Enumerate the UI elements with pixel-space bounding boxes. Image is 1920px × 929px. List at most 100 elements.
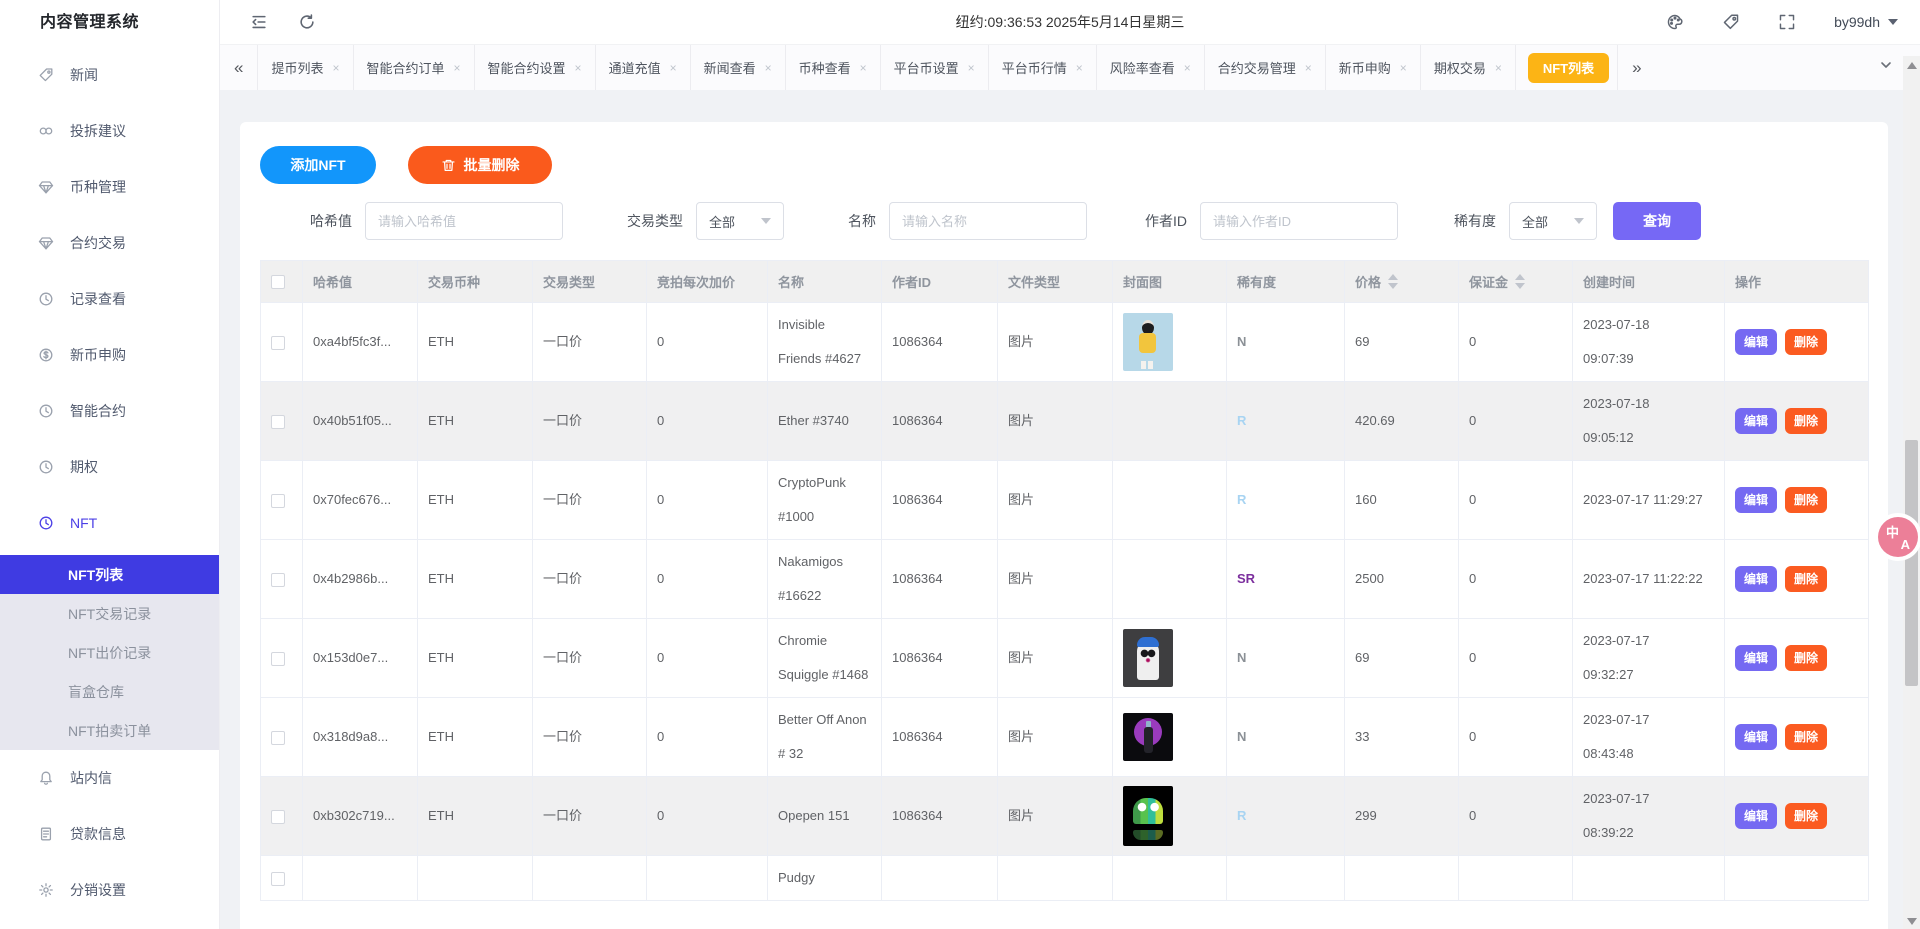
sidebar: 内容管理系统 新闻 投拆建议 币种管理 合约交易 记录查看 新币申购 智能合约 期权 NFT NF… — [0, 0, 220, 929]
sidebar-item-2[interactable]: 币种管理 — [0, 159, 219, 215]
sidebar-item-1[interactable]: 投拆建议 — [0, 103, 219, 159]
tab-item-12[interactable]: NFT列表 — [1527, 52, 1610, 83]
tab-item-6[interactable]: 平台币设置 × — [881, 45, 989, 90]
sidebar-subitem-2[interactable]: NFT出价记录 — [0, 633, 219, 672]
row-checkbox[interactable] — [271, 493, 285, 508]
palette-icon[interactable] — [1666, 13, 1684, 31]
sidebar-item-11[interactable]: 分销设置 — [0, 862, 219, 918]
add-nft-button[interactable]: 添加NFT — [260, 146, 376, 184]
sidebar-subitem-1[interactable]: NFT交易记录 — [0, 594, 219, 633]
cell-file_type: 图片 — [997, 697, 1113, 777]
row-checkbox[interactable] — [271, 809, 285, 824]
row-checkbox[interactable] — [271, 572, 285, 587]
cell-coin: ETH — [417, 776, 533, 856]
row-checkbox[interactable] — [271, 651, 285, 666]
sidebar-subitem-0[interactable]: NFT列表 — [0, 555, 219, 594]
vertical-scrollbar[interactable] — [1903, 56, 1920, 929]
refresh-icon[interactable] — [298, 13, 316, 31]
delete-button[interactable]: 删除 — [1785, 802, 1828, 829]
sidebar-subitem-4[interactable]: NFT拍卖订单 — [0, 711, 219, 750]
row-checkbox[interactable] — [271, 335, 285, 350]
tab-item-9[interactable]: 合约交易管理 × — [1205, 45, 1326, 90]
sort-carets[interactable] — [1388, 274, 1399, 289]
tab-item-2[interactable]: 智能合约设置 × — [475, 45, 596, 90]
filter-input-3[interactable] — [1200, 202, 1398, 240]
scroll-down-icon[interactable] — [1907, 918, 1917, 925]
cell-trade_type: 一口价 — [532, 302, 647, 382]
tab-close-icon[interactable]: × — [1183, 60, 1191, 75]
sidebar-item-7[interactable]: 期权 — [0, 439, 219, 495]
tab-close-icon[interactable]: × — [1075, 60, 1083, 75]
user-menu[interactable]: by99dh — [1834, 14, 1898, 30]
edit-button[interactable]: 编辑 — [1735, 328, 1778, 355]
fullscreen-icon[interactable] — [1778, 13, 1796, 31]
tab-item-0[interactable]: 提币列表 × — [258, 45, 354, 90]
edit-button[interactable]: 编辑 — [1735, 644, 1778, 671]
tag-icon[interactable] — [1722, 13, 1740, 31]
sidebar-item-10[interactable]: 贷款信息 — [0, 806, 219, 862]
tab-close-icon[interactable]: × — [967, 60, 975, 75]
filter-input-2[interactable] — [889, 202, 1087, 240]
sidebar-item-6[interactable]: 智能合约 — [0, 383, 219, 439]
edit-button[interactable]: 编辑 — [1735, 486, 1778, 513]
sidebar-item-4[interactable]: 记录查看 — [0, 271, 219, 327]
sidebar-item-5[interactable]: 新币申购 — [0, 327, 219, 383]
edit-button[interactable]: 编辑 — [1735, 407, 1778, 434]
sort-descending-icon[interactable] — [1515, 283, 1526, 289]
translate-fab[interactable]: 中 A — [1878, 517, 1918, 557]
collapse-sidebar-icon[interactable] — [250, 13, 268, 31]
tab-item-11[interactable]: 期权交易 × — [1421, 45, 1516, 90]
sort-descending-icon[interactable] — [1388, 283, 1399, 289]
search-button[interactable]: 查询 — [1613, 202, 1701, 240]
tab-close-icon[interactable]: × — [1494, 60, 1502, 75]
sort-ascending-icon[interactable] — [1515, 274, 1526, 280]
tab-close-icon[interactable]: × — [574, 60, 582, 75]
tab-close-icon[interactable]: × — [859, 60, 867, 75]
filter-input-0[interactable] — [365, 202, 563, 240]
tab-close-icon[interactable]: × — [764, 60, 772, 75]
tab-close-icon[interactable]: × — [453, 60, 461, 75]
row-checkbox[interactable] — [271, 414, 285, 429]
tab-close-icon[interactable]: × — [669, 60, 677, 75]
tab-item-4[interactable]: 新闻查看 × — [691, 45, 786, 90]
row-checkbox[interactable] — [271, 871, 285, 886]
filter-select-4[interactable]: 全部 — [1509, 202, 1597, 240]
delete-button[interactable]: 删除 — [1785, 407, 1828, 434]
tabs-scroll-left[interactable]: « — [220, 45, 259, 90]
delete-button[interactable]: 删除 — [1785, 486, 1828, 513]
batch-delete-button[interactable]: 批量删除 — [408, 146, 552, 184]
filter-select-1[interactable]: 全部 — [696, 202, 784, 240]
edit-button[interactable]: 编辑 — [1735, 802, 1778, 829]
scroll-up-icon[interactable] — [1907, 62, 1917, 69]
row-checkbox[interactable] — [271, 730, 285, 745]
tab-item-3[interactable]: 通道充值 × — [596, 45, 691, 90]
tab-item-5[interactable]: 币种查看 × — [786, 45, 881, 90]
sidebar-item-3[interactable]: 合约交易 — [0, 215, 219, 271]
tab-item-8[interactable]: 风险率查看 × — [1097, 45, 1205, 90]
name: Nakamigos #16622 — [778, 554, 844, 603]
scrollbar-thumb[interactable] — [1905, 440, 1918, 686]
tab-close-icon[interactable]: × — [1304, 60, 1312, 75]
delete-button[interactable]: 删除 — [1785, 644, 1828, 671]
sidebar-subitem-3[interactable]: 盲盒仓库 — [0, 672, 219, 711]
delete-button[interactable]: 删除 — [1785, 565, 1828, 592]
sidebar-item-9[interactable]: 站内信 — [0, 750, 219, 806]
select-all-checkbox[interactable] — [271, 275, 285, 290]
sort-carets[interactable] — [1515, 274, 1526, 289]
tab-close-icon[interactable]: × — [1399, 60, 1407, 75]
sidebar-item-0[interactable]: 新闻 — [0, 47, 219, 103]
delete-button[interactable]: 删除 — [1785, 723, 1828, 750]
tabs-scroll-right[interactable]: » — [1617, 45, 1655, 90]
sort-ascending-icon[interactable] — [1388, 274, 1399, 280]
sidebar-item-8[interactable]: NFT — [0, 495, 219, 551]
tabs-dropdown-icon[interactable] — [1878, 57, 1894, 78]
tab-item-1[interactable]: 智能合约订单 × — [354, 45, 475, 90]
tab-close-icon[interactable]: × — [332, 60, 340, 75]
sidebar-item-label: 记录查看 — [70, 291, 126, 307]
edit-button[interactable]: 编辑 — [1735, 565, 1778, 592]
tab-item-7[interactable]: 平台币行情 × — [989, 45, 1097, 90]
edit-button[interactable]: 编辑 — [1735, 723, 1778, 750]
delete-button[interactable]: 删除 — [1785, 328, 1828, 355]
tab-item-10[interactable]: 新币申购 × — [1326, 45, 1421, 90]
author-id: 1086364 — [892, 334, 943, 349]
